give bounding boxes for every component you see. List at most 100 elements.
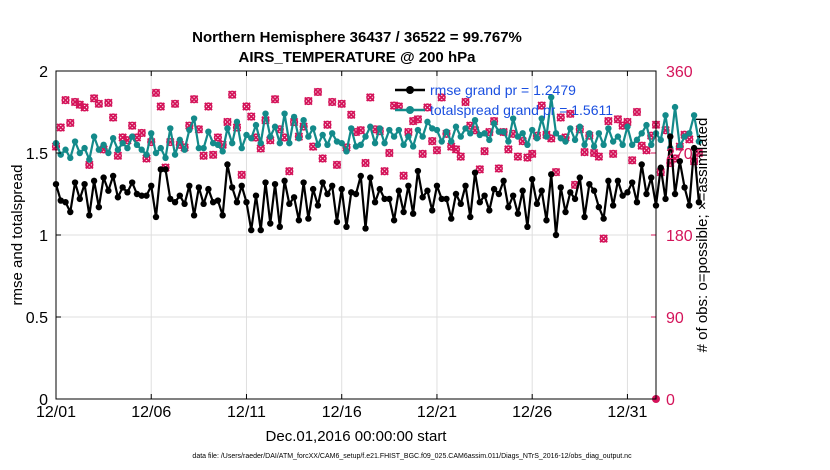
obs-assimilated-point	[242, 102, 251, 111]
obs-assimilated-point	[451, 145, 461, 154]
rmse-point	[524, 223, 531, 230]
totalspread-point	[452, 123, 460, 130]
rmse-point	[381, 195, 388, 203]
rmse-point	[695, 199, 703, 206]
totalspread-point	[528, 126, 536, 134]
obs-assimilated-point	[304, 96, 313, 106]
totalspread-point	[148, 130, 155, 137]
obs-possible-point	[428, 137, 437, 146]
totalspread-point	[419, 133, 426, 140]
rmse-point	[571, 195, 579, 203]
obs-assimilated-point	[494, 164, 504, 173]
rmse-point	[681, 184, 688, 191]
rmse-point	[557, 184, 564, 191]
rmse-point	[667, 133, 674, 140]
obs-assimilated-point	[566, 109, 575, 119]
totalspread-point	[390, 133, 398, 140]
totalspread-point	[495, 128, 503, 135]
legend: rmse grand pr = 1.2479 totalspread grand…	[395, 82, 613, 118]
obs-possible-point	[666, 158, 675, 168]
obs-possible-point	[242, 102, 251, 111]
totalspread-point	[581, 141, 588, 148]
obs-assimilated-point	[332, 160, 342, 170]
y-left-tick-label: 0.5	[26, 310, 48, 327]
rmse-point	[471, 169, 479, 176]
x-tick-label: 12/26	[512, 404, 552, 421]
rmse-point	[386, 195, 393, 203]
obs-assimilated-point	[127, 121, 137, 130]
obs-assimilated-point	[580, 147, 589, 157]
totalspread-point	[328, 130, 336, 137]
totalspread-point	[471, 117, 479, 124]
totalspread-point	[648, 141, 655, 148]
totalspread-point	[371, 139, 379, 147]
obs-possible-point	[66, 118, 75, 128]
rmse-point	[671, 190, 679, 198]
obs-possible-point	[228, 90, 237, 99]
obs-assimilated-point	[504, 145, 513, 154]
obs-possible-point	[337, 99, 346, 108]
obs-assimilated-point	[418, 149, 427, 159]
obs-assimilated-point	[85, 160, 94, 170]
obs-assimilated-point	[151, 88, 161, 98]
rmse-point	[371, 199, 379, 206]
rmse-point	[319, 179, 326, 186]
obs-assimilated-point	[75, 100, 85, 109]
obs-possible-point	[609, 149, 618, 159]
obs-assimilated-point	[413, 115, 423, 124]
obs-possible-point	[247, 112, 256, 121]
rmse-point	[333, 218, 341, 226]
obs-assimilated-point	[404, 127, 413, 137]
rmse-point	[405, 182, 412, 189]
rmse-point	[467, 213, 474, 221]
obs-possible-point	[628, 156, 637, 165]
obs-assimilated-point	[627, 156, 637, 165]
y-right-tick-label: 270	[666, 146, 693, 163]
totalspread-point	[290, 113, 298, 121]
y-left-tick-label: 1	[39, 228, 48, 245]
totalspread-point	[276, 139, 284, 147]
rmse-point	[176, 192, 184, 199]
obs-assimilated-point	[608, 149, 618, 159]
rmse-point	[105, 187, 112, 194]
rmse-point	[533, 200, 541, 208]
totalspread-point	[433, 126, 441, 134]
y-axis-left-label: rmse and totalspread	[9, 165, 26, 306]
totalspread-point	[543, 133, 550, 140]
rmse-point	[148, 182, 155, 189]
rmse-point	[428, 207, 436, 214]
rmse-point	[433, 182, 441, 189]
obs-possible-point	[56, 123, 65, 132]
totalspread-point	[190, 115, 198, 122]
rmse-point	[357, 172, 364, 180]
totalspread-point	[567, 125, 574, 132]
totalspread-point	[662, 112, 669, 119]
rmse-point	[481, 192, 488, 199]
totalspread-point	[409, 143, 417, 150]
totalspread-point	[600, 141, 607, 148]
totalspread-point	[195, 144, 203, 152]
obs-possible-point	[418, 149, 427, 159]
totalspread-point	[457, 133, 464, 140]
obs-possible-point	[332, 160, 342, 169]
rmse-point	[367, 174, 374, 181]
obs-possible-point	[599, 234, 608, 243]
totalspread-point	[343, 148, 350, 155]
obs-assimilated-point	[480, 146, 489, 156]
totalspread-point	[467, 130, 474, 137]
rmse-point	[228, 184, 236, 191]
rmse-point	[214, 197, 222, 204]
rmse-point	[71, 179, 79, 186]
totalspread-point	[224, 125, 231, 132]
obs-possible-point	[323, 120, 332, 129]
rmse-point	[248, 226, 255, 234]
obs-assimilated-point	[208, 150, 218, 160]
totalspread-point	[381, 139, 388, 147]
obs-assimilated-point	[213, 133, 223, 142]
rmse-point	[190, 212, 198, 219]
totalspread-point	[357, 141, 364, 148]
totalspread-point	[414, 126, 422, 134]
obs-assimilated-point	[56, 123, 65, 132]
obs-assimilated-point	[461, 97, 470, 107]
